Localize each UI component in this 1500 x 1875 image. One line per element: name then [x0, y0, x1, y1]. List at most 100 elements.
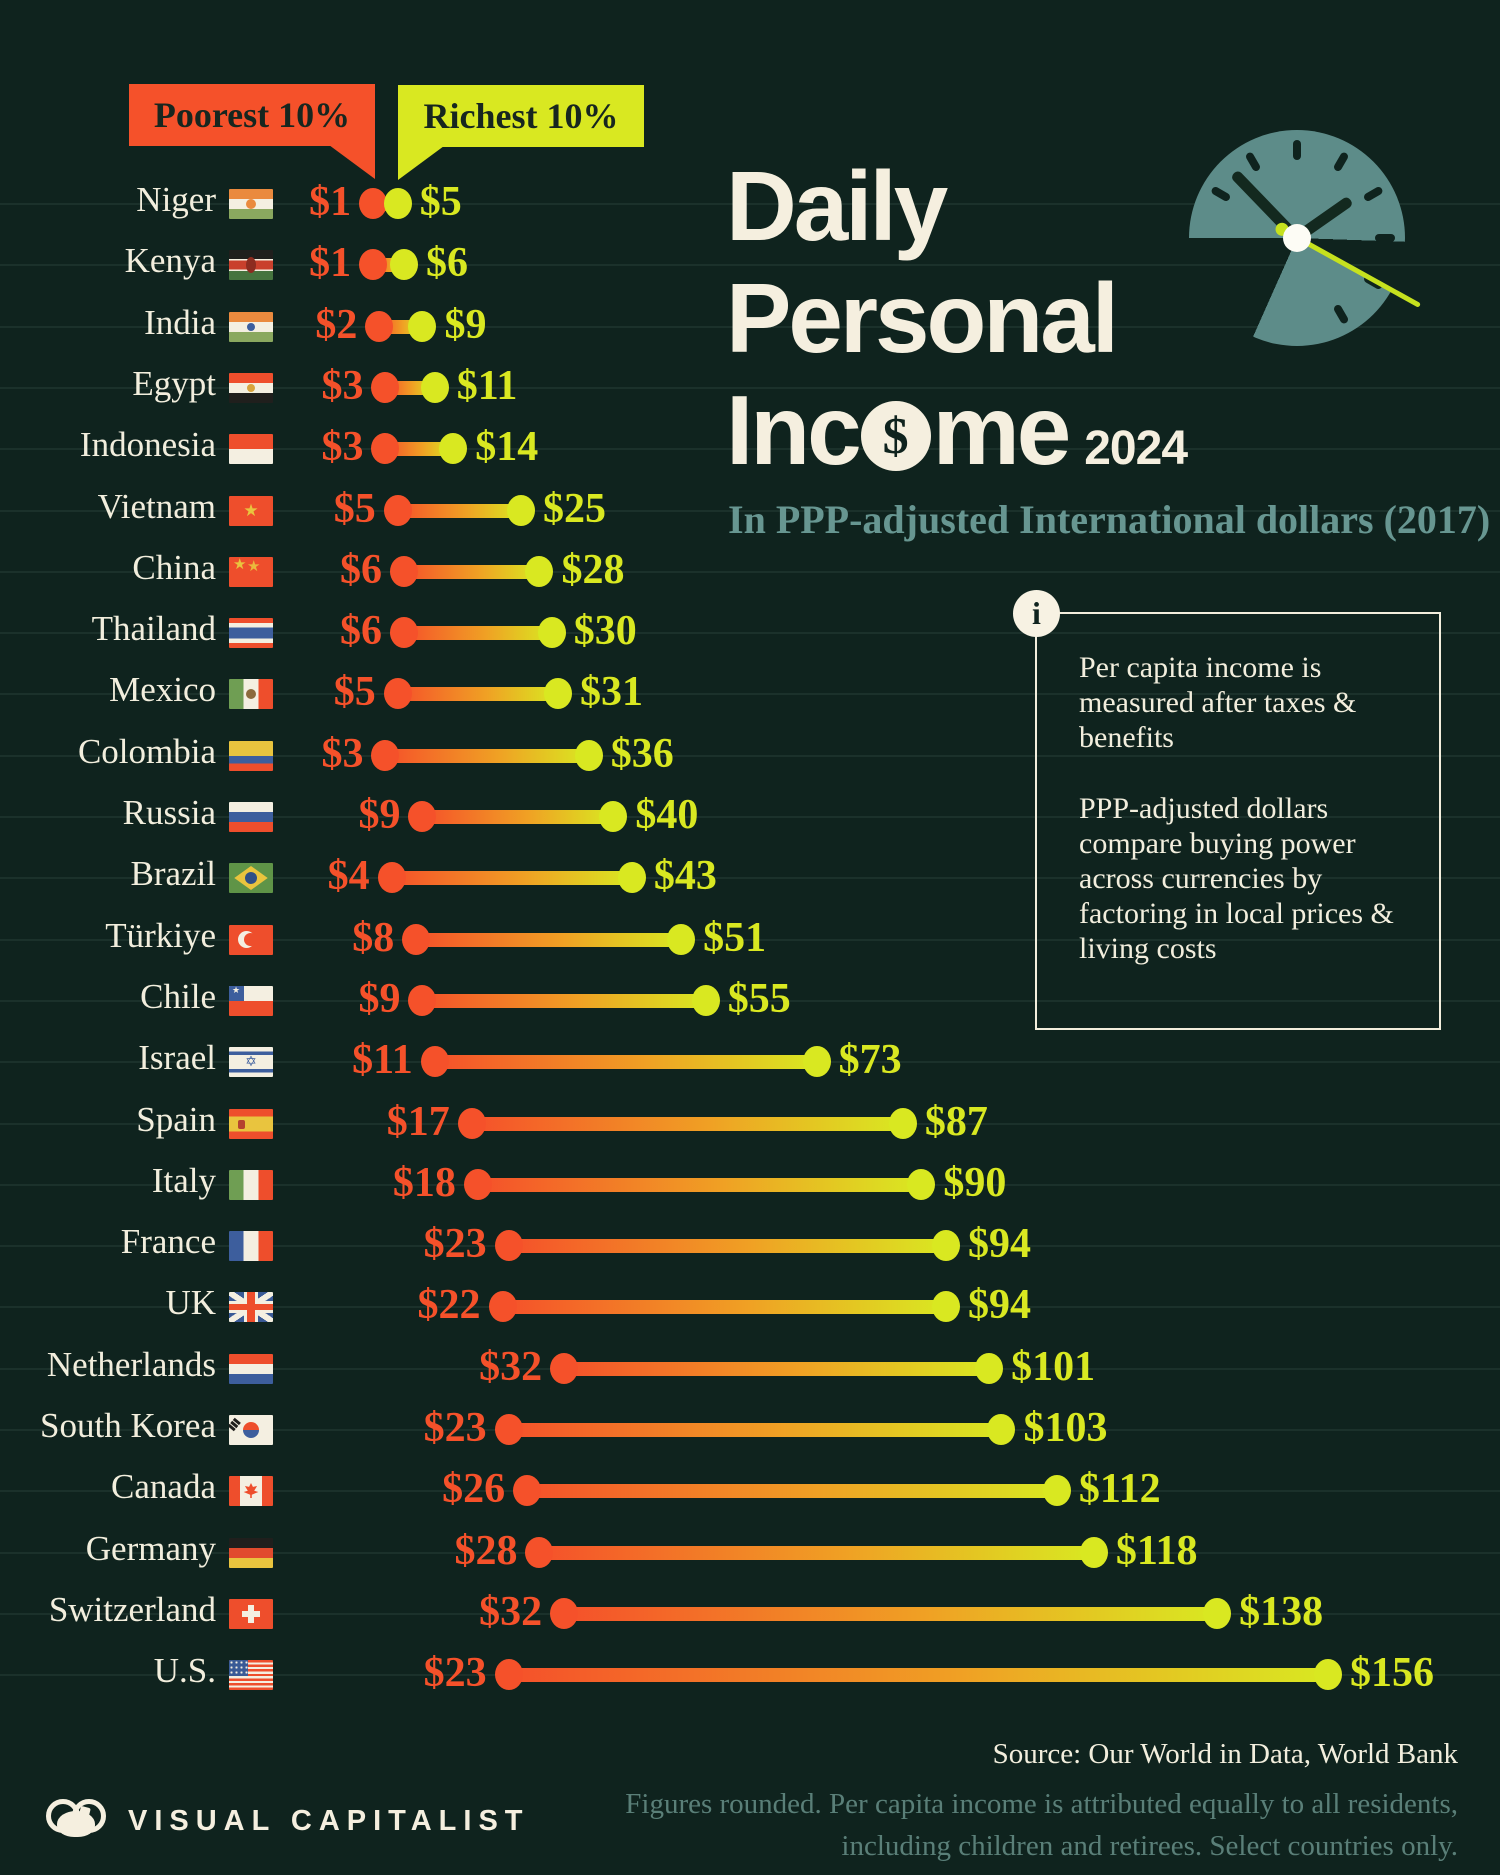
richest-dot	[1313, 1659, 1342, 1690]
poorest-dot	[365, 311, 394, 342]
poorest-value: $3	[321, 363, 364, 409]
poorest-dot	[383, 495, 412, 526]
country-label: Mexico	[109, 670, 216, 709]
country-row: Niger $1 $5	[0, 173, 1500, 235]
dumbbell-bar	[508, 1423, 1002, 1437]
richest-value: $156	[1349, 1650, 1434, 1696]
poorest-value: $17	[386, 1099, 450, 1145]
richest-dot	[888, 1108, 917, 1139]
poorest-10-label: Poorest 10%	[153, 95, 351, 135]
country-row: Germany $28 $118	[0, 1522, 1500, 1584]
country-row: Chile $9 $55	[0, 970, 1500, 1032]
poorest-dot	[494, 1659, 523, 1690]
dumbbell-bar	[397, 504, 521, 518]
southkorea-flag-icon	[229, 1415, 273, 1445]
footnote-line-2: including children and retirees. Select …	[841, 1830, 1458, 1862]
country-label: U.S.	[153, 1651, 216, 1690]
china-flag-icon	[229, 557, 273, 587]
richest-value: $101	[1011, 1344, 1096, 1390]
poorest-dot	[550, 1598, 579, 1629]
country-label: India	[144, 303, 216, 342]
country-row: Indonesia $3 $14	[0, 418, 1500, 480]
row-gridline	[0, 203, 1500, 205]
dumbbell-bar	[416, 933, 682, 947]
country-row: Switzerland $32 $138	[0, 1583, 1500, 1645]
us-flag-icon	[229, 1660, 273, 1690]
country-row: Kenya $1 $6	[0, 234, 1500, 296]
country-label: Germany	[85, 1529, 216, 1568]
dollar-coin-icon: $	[860, 401, 931, 471]
poorest-dot	[377, 862, 406, 893]
richest-value: $36	[610, 731, 674, 777]
title-line-3: Inc $ me 2024	[726, 375, 1188, 485]
country-label: Switzerland	[48, 1590, 216, 1629]
richest-value: $87	[924, 1099, 988, 1145]
chile-flag-icon	[229, 986, 273, 1016]
poorest-dot	[420, 1046, 449, 1077]
page-title: Daily Personal Inc $ me 2024	[726, 150, 1188, 505]
richest-value: $5	[419, 179, 462, 225]
subtitle: In PPP-adjusted International dollars (2…	[728, 497, 1491, 542]
poorest-value: $11	[352, 1037, 413, 1083]
country-row: Russia $9 $40	[0, 786, 1500, 848]
dumbbell-bar	[508, 1668, 1328, 1682]
richest-dot	[420, 372, 449, 403]
country-label: Colombia	[77, 732, 216, 771]
dumbbell-bar	[564, 1362, 990, 1376]
dumbbell-bar	[391, 871, 632, 885]
richest-value: $31	[579, 669, 643, 715]
poorest-value: $23	[423, 1221, 487, 1267]
country-row: UK $22 $94	[0, 1276, 1500, 1338]
poorest-dot	[371, 433, 400, 464]
country-label: Niger	[136, 180, 216, 219]
country-row: Egypt $3 $11	[0, 357, 1500, 419]
poorest-dot	[457, 1108, 486, 1139]
title-year: 2024	[1084, 422, 1188, 475]
thailand-flag-icon	[229, 618, 273, 648]
country-row: Italy $18 $90	[0, 1154, 1500, 1216]
country-row: South Korea $23 $103	[0, 1399, 1500, 1461]
title-line-2: Personal	[726, 263, 1119, 373]
country-label: South Korea	[40, 1406, 216, 1445]
richest-dot	[439, 433, 468, 464]
poorest-dot	[408, 801, 437, 832]
dumbbell-bar	[385, 442, 454, 456]
poorest-value: $6	[339, 547, 382, 593]
country-row: U.S. $23 $156	[0, 1644, 1500, 1706]
mexico-flag-icon	[229, 679, 273, 709]
poorest-dot	[494, 1230, 523, 1261]
country-row: Colombia $3 $36	[0, 725, 1500, 787]
germany-flag-icon	[229, 1538, 273, 1568]
france-flag-icon	[229, 1231, 273, 1261]
dumbbell-bar	[508, 1239, 947, 1253]
country-row: Brazil $4 $43	[0, 847, 1500, 909]
poorest-dot	[389, 556, 418, 587]
poorest-value: $3	[321, 731, 364, 777]
niger-flag-icon	[229, 189, 273, 219]
dumbbell-bar	[385, 749, 589, 763]
richest-dot	[1079, 1537, 1108, 1568]
row-gridline	[0, 755, 1500, 757]
richest-dot	[389, 249, 418, 280]
richest-dot	[507, 495, 535, 526]
richest-dot	[383, 188, 412, 219]
country-row: India $2 $9	[0, 296, 1500, 358]
visual-capitalist-logo-icon	[46, 1797, 106, 1845]
country-label: Canada	[111, 1467, 216, 1506]
row-gridline	[0, 571, 1500, 573]
row-gridline	[0, 264, 1500, 266]
row-gridline	[0, 816, 1500, 818]
egypt-flag-icon	[229, 373, 273, 403]
richest-value: $138	[1239, 1589, 1324, 1635]
country-label: Spain	[136, 1100, 216, 1139]
row-gridline	[0, 448, 1500, 450]
poorest-value: $18	[392, 1160, 456, 1206]
poorest-dot	[525, 1537, 554, 1568]
country-row: Vietnam $5 $25	[0, 480, 1500, 542]
richest-value: $94	[968, 1282, 1032, 1328]
country-label: France	[120, 1222, 216, 1261]
country-label: Netherlands	[46, 1345, 216, 1384]
poorest-dot	[389, 617, 418, 648]
poorest-value: $32	[479, 1344, 543, 1390]
colombia-flag-icon	[229, 741, 273, 771]
